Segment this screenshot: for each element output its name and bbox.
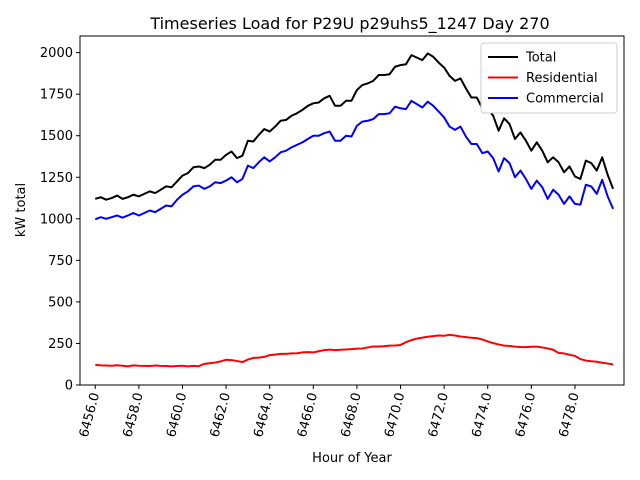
y-tick-label: 1500 [40,129,73,144]
series-line-total [94,52,615,201]
chart-title: Timeseries Load for P29U p29uhs5_1247 Da… [149,14,549,34]
y-tick-label: 2000 [40,46,73,61]
y-tick-label: 750 [48,254,73,269]
y-tick-label: 250 [48,337,73,352]
y-tick-label: 1250 [40,171,73,186]
y-tick-label: 500 [48,295,73,310]
legend-label-commercial: Commercial [526,92,604,107]
y-tick-label: 1000 [40,212,73,227]
y-axis-label: kW total [14,183,29,237]
legend-label-residential: Residential [526,71,598,86]
plot-frame [79,35,625,386]
y-tick-label: 1750 [40,88,73,103]
legend: Total Residential Commercial [480,42,618,114]
legend-box [480,42,618,114]
legend-label-total: Total [525,51,556,66]
x-axis-label: Hour of Year [312,451,392,466]
series-layer [94,52,615,368]
series-line-commercial [94,99,615,221]
y-tick-label: 0 [65,379,73,394]
series-line-residential [95,333,614,368]
